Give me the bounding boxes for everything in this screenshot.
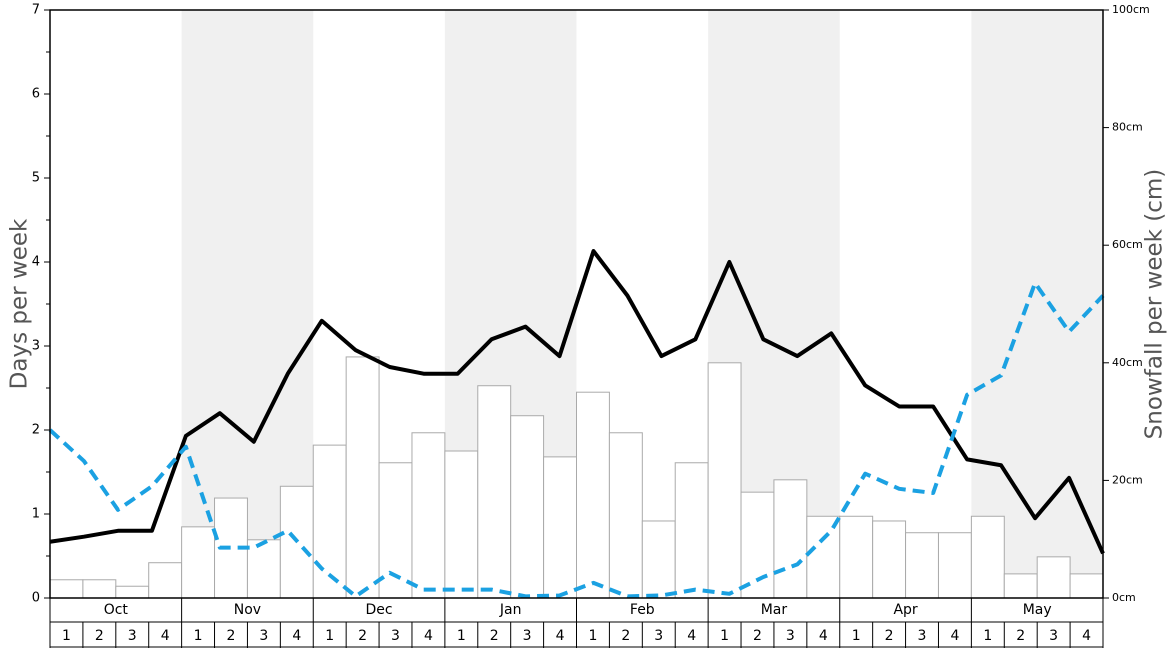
bar	[1003, 573, 1038, 599]
week-label: 4	[424, 628, 433, 644]
line	[49, 249, 1105, 555]
week-label: 2	[885, 628, 894, 644]
week-label: 3	[786, 628, 795, 644]
y2-axis-title: Snowfall per week (cm)	[1142, 169, 1168, 440]
week-label: 2	[753, 628, 762, 644]
y-tick-label: 2	[32, 423, 40, 438]
bar	[1069, 573, 1104, 599]
bar	[345, 356, 380, 599]
y-tick-label: 5	[32, 171, 40, 186]
week-label: 4	[950, 628, 959, 644]
week-label: 1	[720, 628, 729, 644]
y2-tick-label: 100cm	[1112, 3, 1150, 16]
week-label: 1	[325, 628, 334, 644]
bar	[148, 562, 183, 599]
bar	[444, 450, 479, 599]
week-label: 3	[259, 628, 268, 644]
month-label: Feb	[630, 602, 655, 618]
week-label: 4	[687, 628, 696, 644]
week-label: 1	[194, 628, 203, 644]
y-tick-label: 7	[32, 3, 40, 18]
y2-tick-label: 60cm	[1112, 238, 1143, 251]
week-label: 1	[62, 628, 71, 644]
y-axis-title: Days per week	[7, 218, 33, 389]
week-label: 1	[588, 628, 597, 644]
line	[48, 281, 1105, 599]
week-label: 1	[852, 628, 861, 644]
month-label: May	[1023, 602, 1052, 618]
bar	[937, 532, 972, 599]
bar	[839, 515, 874, 599]
week-label: 3	[391, 628, 400, 644]
y2-tick-label: 40cm	[1112, 356, 1143, 369]
month-label: Apr	[893, 602, 917, 618]
y-tick-label: 6	[32, 87, 40, 102]
bar	[707, 362, 742, 599]
y2-tick-label: 20cm	[1112, 473, 1143, 486]
bar	[49, 579, 84, 599]
bar	[181, 526, 216, 599]
week-label: 2	[1016, 628, 1025, 644]
y-tick-label: 4	[32, 255, 40, 270]
week-label: 3	[523, 628, 532, 644]
week-label: 1	[457, 628, 466, 644]
y2-tick-label: 0cm	[1112, 591, 1136, 604]
week-label: 3	[1049, 628, 1058, 644]
bar	[641, 520, 676, 599]
bar	[1036, 556, 1071, 599]
bar	[576, 391, 610, 599]
bar	[115, 585, 150, 599]
bar	[82, 579, 117, 599]
month-label: Oct	[104, 602, 129, 618]
bar	[543, 456, 577, 599]
week-label: 3	[128, 628, 137, 644]
bar	[674, 462, 709, 599]
week-label: 4	[292, 628, 301, 644]
month-label: Mar	[761, 602, 788, 618]
y-tick-label: 0	[32, 591, 40, 606]
week-label: 4	[819, 628, 828, 644]
month-label: Jan	[499, 602, 522, 618]
bar	[246, 539, 281, 599]
month-label: Dec	[366, 602, 393, 618]
y2-tick-label: 80cm	[1112, 121, 1143, 134]
bar	[312, 444, 347, 599]
week-label: 4	[556, 628, 565, 644]
week-label: 2	[95, 628, 104, 644]
bar	[740, 491, 775, 599]
week-label: 2	[227, 628, 236, 644]
week-label: 2	[490, 628, 499, 644]
week-label: 3	[654, 628, 663, 644]
y-tick-label: 3	[32, 339, 40, 354]
bar	[773, 479, 808, 599]
month-label: Nov	[234, 602, 261, 618]
bar	[477, 385, 512, 599]
week-label: 1	[983, 628, 992, 644]
week-label: 2	[621, 628, 630, 644]
bar	[905, 532, 939, 599]
bar	[872, 520, 907, 599]
week-label: 4	[161, 628, 170, 644]
y-tick-label: 1	[32, 507, 40, 522]
bar	[411, 432, 446, 599]
week-label: 2	[358, 628, 367, 644]
week-label: 4	[1082, 628, 1091, 644]
bar	[970, 515, 1005, 599]
bar	[510, 415, 545, 599]
week-label: 3	[918, 628, 927, 644]
bar	[608, 432, 643, 599]
